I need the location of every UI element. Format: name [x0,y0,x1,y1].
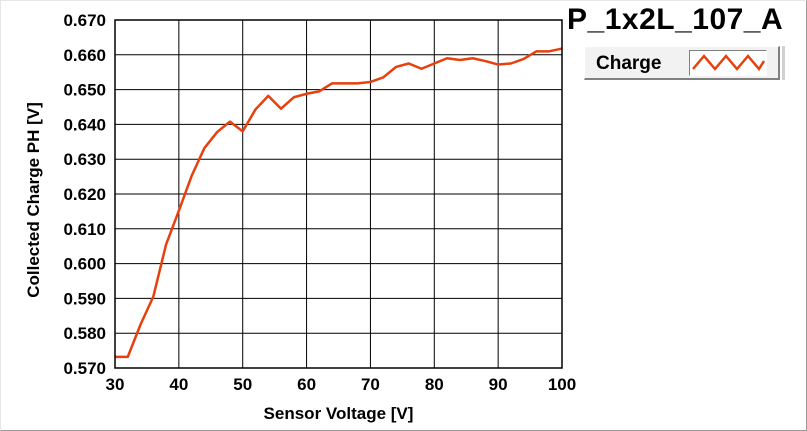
y-tick-label: 0.600 [63,255,106,274]
chart-title: P_1x2L_107_A [567,3,784,36]
x-tick-label: 60 [297,375,316,394]
legend-swatch-icon [692,54,766,72]
series-line-charge [115,47,563,359]
x-tick-label: 80 [425,375,444,394]
x-tick-label: 100 [548,375,576,394]
x-tick-labels: 30 40 50 60 70 80 90 100 [106,375,577,394]
plot-border [114,19,563,369]
legend-label: Charge [596,53,662,74]
y-tick-label: 0.640 [63,115,106,134]
y-tick-labels: 0.570 0.580 0.590 0.600 0.610 0.620 0.630 0.640… [63,11,106,378]
x-tick-label: 50 [233,375,252,394]
y-tick-label: 0.660 [63,46,106,65]
x-axis-title: Sensor Voltage [V] [264,404,414,423]
y-tick-label: 0.580 [63,324,106,343]
y-tick-label: 0.650 [63,81,106,100]
x-tick-label: 90 [489,375,508,394]
legend[interactable]: Charge [584,46,780,80]
x-tick-label: 40 [169,375,188,394]
x-tick-label: 70 [361,375,380,394]
y-axis-title: Collected Charge PH [V] [24,102,43,298]
y-tick-label: 0.590 [63,289,106,308]
series-layer [115,47,563,359]
y-tick-label: 0.670 [63,11,106,30]
y-tick-label: 0.610 [63,220,106,239]
legend-scroll-edge [782,46,785,80]
y-tick-label: 0.630 [63,150,106,169]
legend-line-sample [692,54,766,72]
y-tick-label: 0.620 [63,185,106,204]
legend-swatch[interactable] [689,50,767,76]
x-tick-label: 30 [106,375,125,394]
y-tick-label: 0.570 [63,359,106,378]
